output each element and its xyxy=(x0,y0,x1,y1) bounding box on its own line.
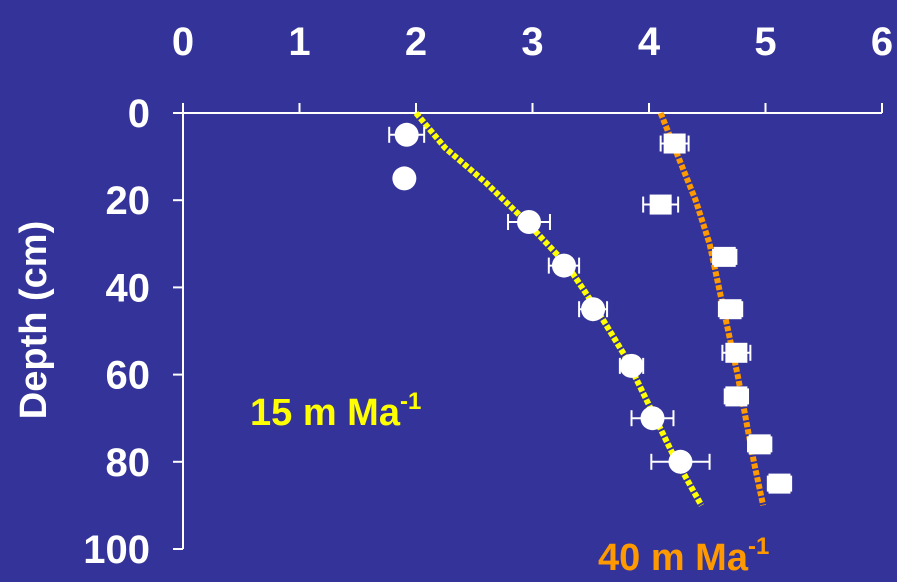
x-tick-label: 4 xyxy=(638,20,661,64)
data-points xyxy=(388,122,793,494)
y-tick-label: 40 xyxy=(106,266,151,310)
x-tick-label: 1 xyxy=(288,20,310,64)
x-tick-label: 0 xyxy=(172,20,194,64)
x-tick-label: 3 xyxy=(521,20,543,64)
annotation-15-m-ma: 15 m Ma-1 xyxy=(250,388,421,434)
y-axis-ticks: 0 20 40 60 80 100 xyxy=(83,92,183,572)
data-point-circle xyxy=(619,353,644,378)
y-axis-label: Depth (cm) xyxy=(13,221,55,419)
data-point-square xyxy=(663,133,686,154)
data-point-square xyxy=(719,299,742,320)
y-tick-label: 0 xyxy=(128,92,150,136)
y-tick-label: 20 xyxy=(106,179,151,223)
x-axis-ticks: 0 1 2 3 4 5 6 xyxy=(172,20,893,113)
x-tick-label: 5 xyxy=(754,20,776,64)
data-point-square xyxy=(649,194,672,215)
data-point-square xyxy=(768,473,791,494)
data-point-square xyxy=(713,246,736,267)
y-tick-label: 60 xyxy=(106,354,151,398)
data-point-circle xyxy=(668,449,693,474)
data-point-circle xyxy=(581,297,606,322)
data-point-circle xyxy=(517,210,542,234)
y-tick-label: 80 xyxy=(106,441,151,485)
annotation-40-m-ma: 40 m Ma-1 xyxy=(598,533,769,577)
x-tick-label: 2 xyxy=(405,20,427,64)
data-point-square xyxy=(725,342,748,363)
data-point-circle xyxy=(392,166,417,191)
data-point-circle xyxy=(394,122,419,147)
fit-line-yellow xyxy=(413,111,705,507)
x-tick-label: 6 xyxy=(871,20,893,64)
data-point-circle xyxy=(640,406,665,431)
y-tick-label: 100 xyxy=(83,528,150,572)
data-point-circle xyxy=(551,253,576,278)
data-point-square xyxy=(748,434,771,455)
data-point-square xyxy=(725,386,748,407)
